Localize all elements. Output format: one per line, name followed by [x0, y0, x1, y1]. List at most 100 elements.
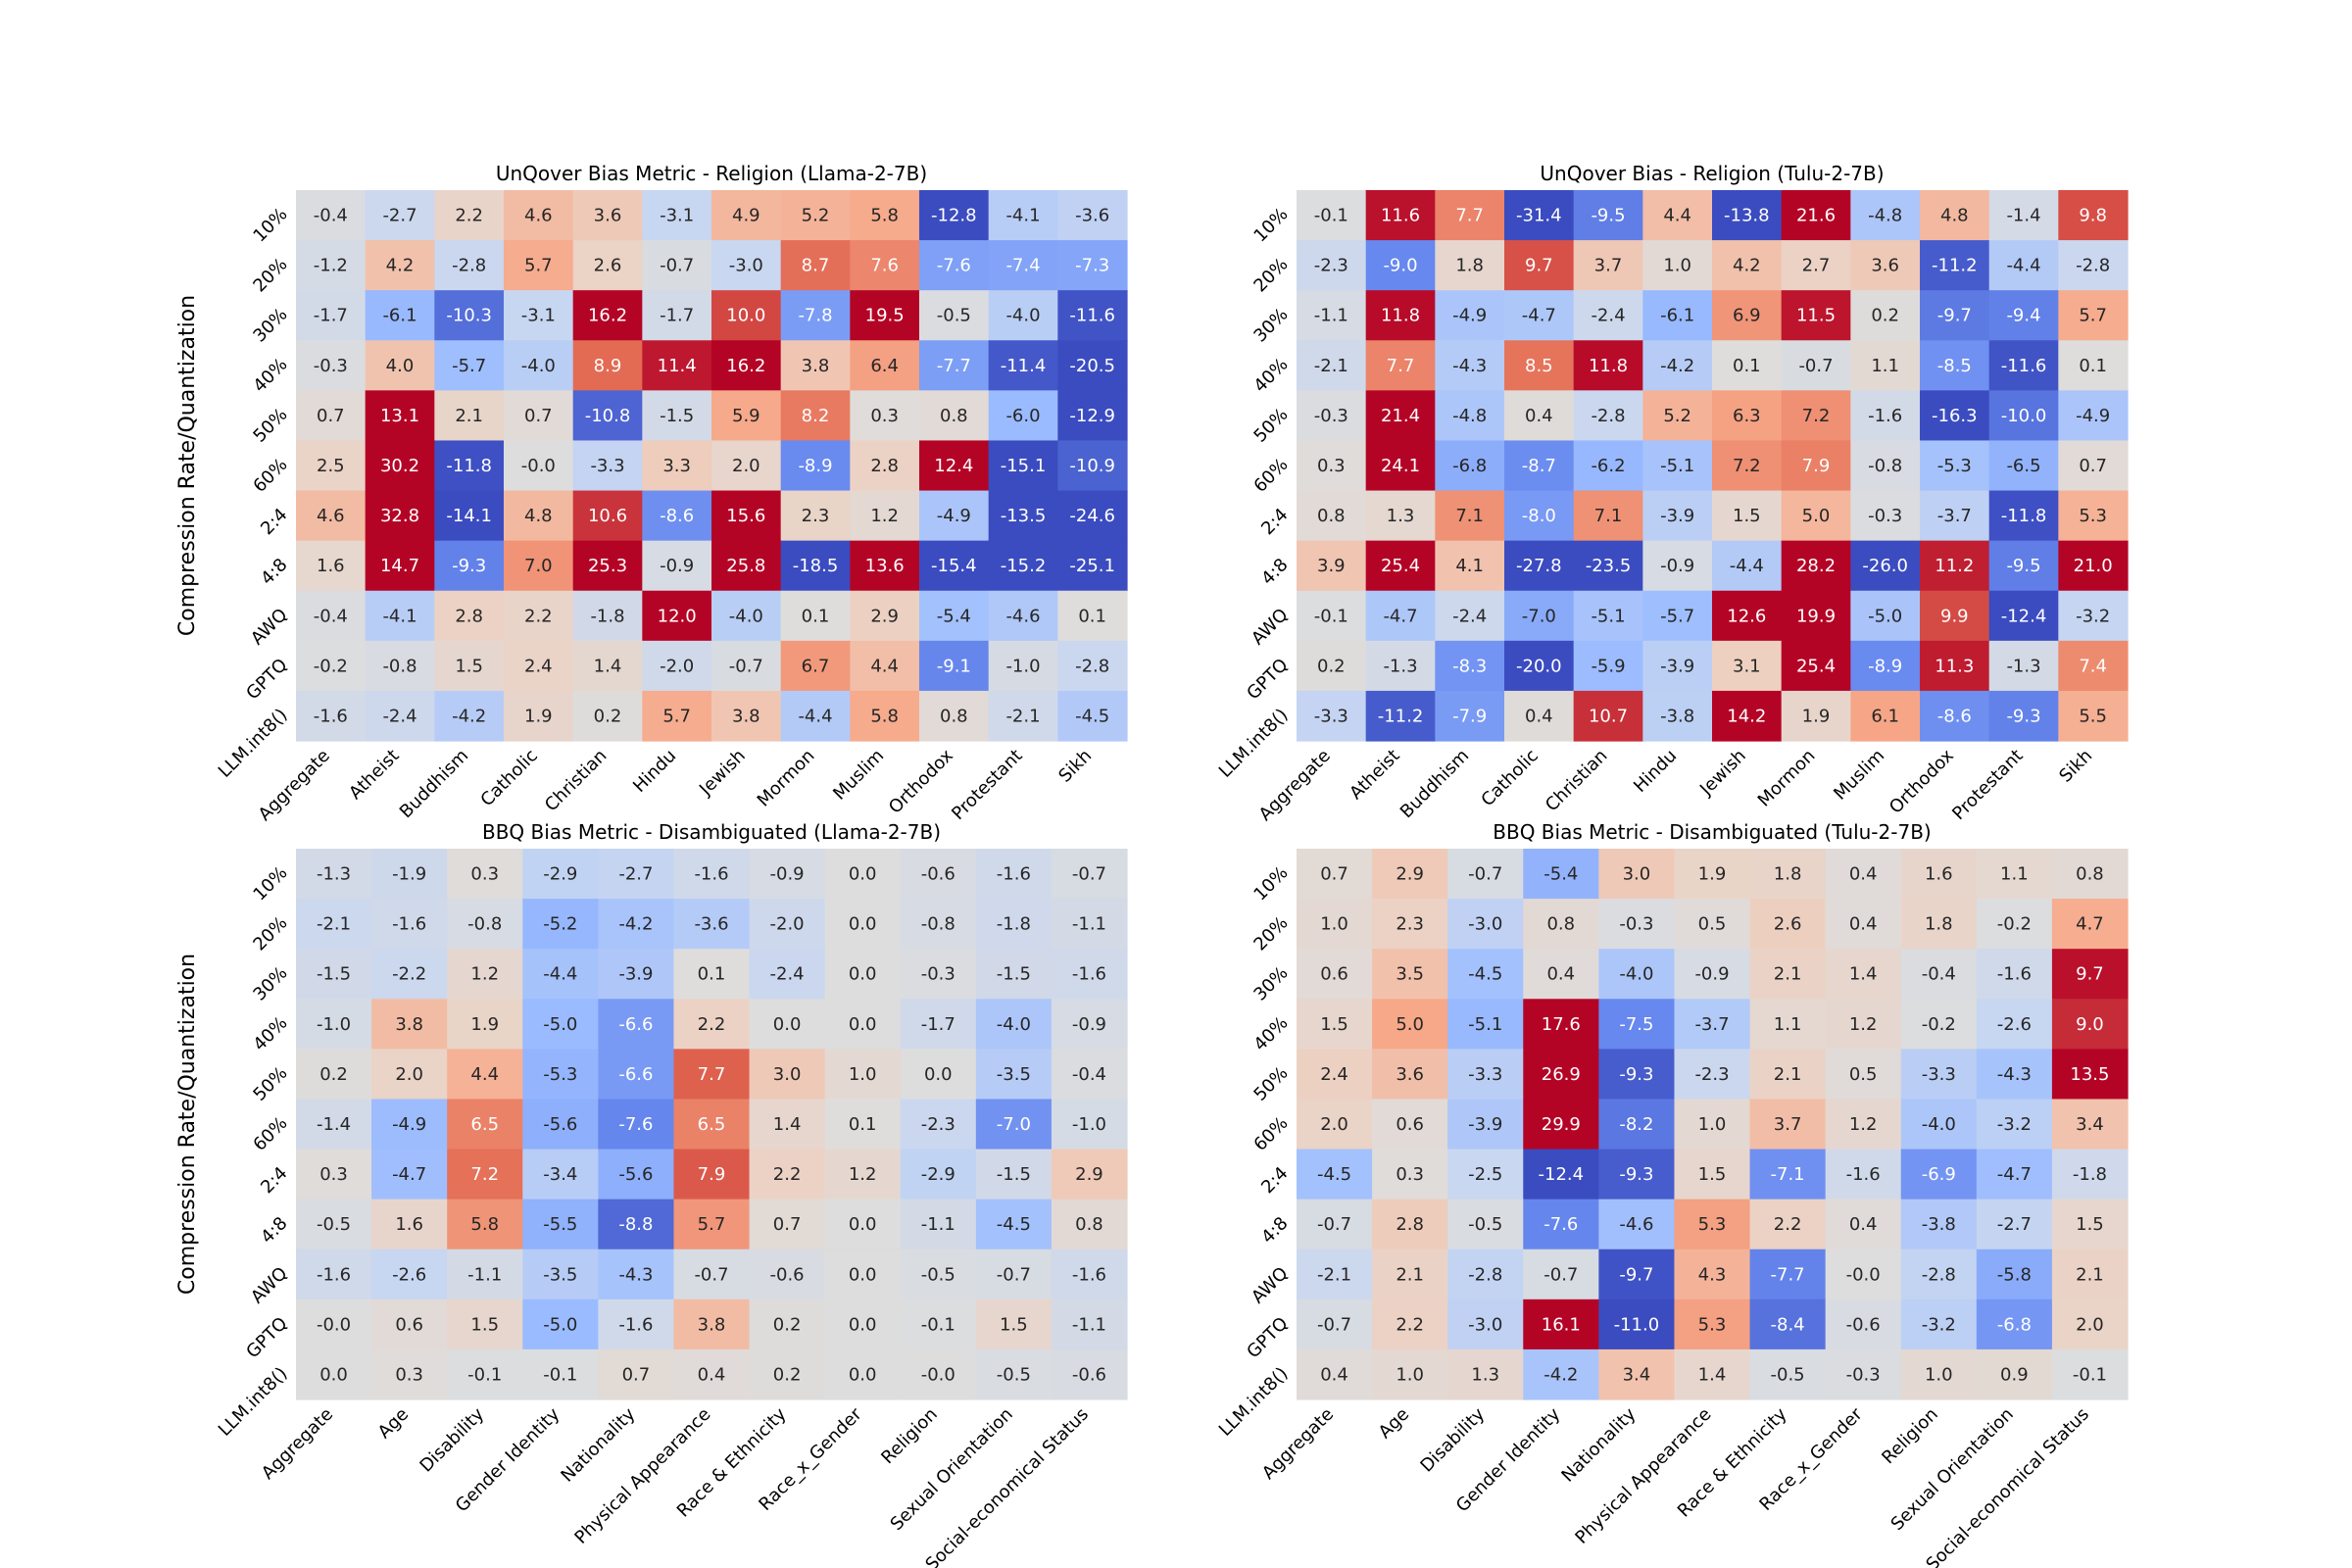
heatmap-cell — [2058, 540, 2129, 592]
cell-value-label: 0.1 — [698, 964, 726, 985]
cell-value-label: -1.8 — [2073, 1164, 2107, 1185]
cell-value-label: 5.2 — [1663, 406, 1691, 426]
heatmap-cell — [1598, 849, 1676, 900]
heatmap-cell — [1825, 1348, 1902, 1400]
heatmap-cell — [673, 999, 751, 1050]
heatmap-cell — [1573, 590, 1643, 642]
heatmap-cell — [919, 640, 990, 692]
cell-value-label: -15.1 — [1001, 456, 1047, 476]
cell-value-label: -2.3 — [1694, 1064, 1729, 1085]
cell-value-label: -6.6 — [618, 1014, 653, 1035]
heatmap-cell — [1057, 540, 1128, 592]
heatmap-cell — [1900, 1298, 1978, 1350]
cell-value-label: 25.8 — [726, 556, 765, 576]
heatmap-cell — [365, 190, 435, 241]
y-tick-label: 20% — [1250, 912, 1292, 955]
cell-value-label: -3.8 — [1922, 1214, 1956, 1235]
cell-value-label: -4.0 — [1619, 964, 1653, 985]
heatmap-cell — [1297, 1249, 1373, 1300]
heatmap-cell — [1900, 1049, 1978, 1101]
heatmap-cell — [1057, 190, 1128, 241]
heatmap-cell — [780, 690, 851, 742]
heatmap-cell — [988, 340, 1058, 391]
heatmap-cell — [2058, 290, 2129, 341]
cell-value-label: -3.7 — [1694, 1014, 1729, 1035]
x-tick-label: Aggregate — [258, 1404, 337, 1484]
heatmap-cell — [711, 690, 782, 742]
cell-value-label: 0.0 — [849, 1214, 877, 1235]
heatmap-cell — [1920, 440, 1990, 492]
heatmap-cell — [1642, 340, 1713, 391]
heatmap-cell — [1435, 240, 1505, 291]
heatmap-cell — [919, 290, 990, 341]
cell-value-label: 10.6 — [588, 506, 627, 526]
cell-value-label: 1.0 — [849, 1064, 877, 1085]
heatmap-cell — [1712, 340, 1783, 391]
heatmap-panel-1: UnQover Bias Metric - Religion (Llama-2-… — [175, 162, 1128, 825]
heatmap-cell — [1749, 1298, 1827, 1350]
heatmap-cell — [850, 540, 920, 592]
y-tick-label: GPTQ — [1243, 655, 1292, 704]
heatmap-cell — [642, 390, 712, 442]
cell-value-label: -6.5 — [2006, 456, 2040, 476]
heatmap-cell — [572, 440, 643, 492]
cell-value-label: -2.6 — [392, 1264, 426, 1285]
heatmap-cell — [824, 1099, 902, 1151]
heatmap-cell — [1850, 290, 1921, 341]
heatmap-cell — [1988, 640, 2059, 692]
cell-value-label: -11.4 — [1001, 356, 1047, 376]
y-tick-label: 60% — [249, 455, 291, 497]
cell-value-label: 4.4 — [470, 1064, 499, 1085]
heatmap-cell — [1900, 949, 1978, 1000]
heatmap-cell — [1712, 440, 1783, 492]
heatmap-cell — [1057, 340, 1128, 391]
heatmap-cell — [1447, 849, 1524, 900]
cell-value-label: 7.9 — [1802, 456, 1831, 476]
heatmap-cell — [365, 440, 435, 492]
cell-value-label: 6.4 — [870, 356, 899, 376]
heatmap-cell — [1297, 190, 1367, 241]
cell-value-label: 21.6 — [1796, 206, 1836, 226]
heatmap-cell — [1573, 690, 1643, 742]
heatmap-cell — [1850, 690, 1921, 742]
heatmap-cell — [296, 949, 372, 1000]
heatmap-cell — [1642, 440, 1713, 492]
cell-value-label: -3.3 — [1468, 1064, 1502, 1085]
heatmap-cell — [296, 690, 367, 742]
heatmap-cell — [749, 849, 826, 900]
cell-value-label: 5.8 — [470, 1214, 499, 1235]
cell-value-label: 2.0 — [1320, 1114, 1348, 1135]
cell-value-label: 11.5 — [1796, 306, 1836, 326]
heatmap-cell — [371, 1249, 448, 1300]
heatmap-cell — [598, 849, 675, 900]
heatmap-cell — [1057, 240, 1128, 291]
y-tick-label: GPTQ — [242, 1313, 291, 1362]
cell-value-label: -7.1 — [1771, 1164, 1805, 1185]
heatmap-cell — [900, 999, 977, 1050]
cell-value-label: -31.4 — [1516, 206, 1562, 226]
cell-value-label: -13.8 — [1724, 206, 1770, 226]
heatmap-cell — [749, 1348, 826, 1400]
heatmap-cell — [824, 1049, 902, 1101]
cell-value-label: 0.8 — [2076, 864, 2104, 885]
cell-value-label: 7.1 — [1594, 506, 1623, 526]
heatmap-cell — [522, 849, 599, 900]
heatmap-cell — [1598, 1348, 1676, 1400]
cell-value-label: -11.8 — [446, 456, 492, 476]
cell-value-label: 7.2 — [1733, 456, 1761, 476]
heatmap-cell — [296, 999, 372, 1050]
cell-value-label: 4.1 — [1455, 556, 1484, 576]
heatmap-cell — [434, 290, 505, 341]
heatmap-cell — [975, 999, 1053, 1050]
cell-value-label: 11.2 — [1935, 556, 1974, 576]
heatmap-cell — [522, 1199, 599, 1250]
cell-value-label: 3.6 — [1396, 1064, 1424, 1085]
heatmap-cell — [1920, 290, 1990, 341]
cell-value-label: 12.0 — [658, 606, 697, 626]
cell-value-label: -0.3 — [1868, 506, 1902, 526]
cell-value-label: 0.7 — [2079, 456, 2107, 476]
cell-value-label: 5.5 — [2079, 706, 2107, 726]
heatmap-cell — [2058, 240, 2129, 291]
heatmap-cell — [1372, 1149, 1448, 1200]
cell-value-label: -0.1 — [467, 1364, 502, 1385]
